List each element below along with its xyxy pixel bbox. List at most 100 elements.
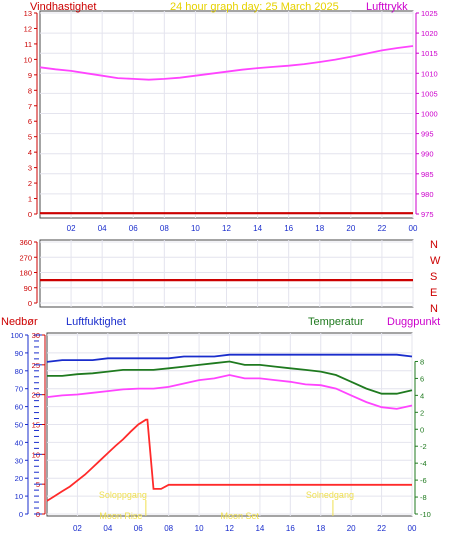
precipitation-line <box>46 418 412 502</box>
sunset-annotation: Solnedgang <box>306 490 354 500</box>
humidity-tick-label: 30 <box>15 456 23 465</box>
humidity-tick-label: 90 <box>15 349 23 358</box>
wind-speed-tick-label: 8 <box>28 86 32 95</box>
panel-1-x-tick-label: 16 <box>284 224 293 233</box>
panel-1-x-tick-label: 04 <box>98 224 107 233</box>
pressure-tick-label: 1025 <box>421 9 438 18</box>
pressure-tick-label: 1020 <box>421 29 438 38</box>
compass-label: E <box>430 287 437 299</box>
panel-3-x-tick-label: 22 <box>377 524 386 533</box>
humidity-tick-label: 80 <box>15 367 23 376</box>
direction-tick-label: 270 <box>19 253 32 262</box>
panel-3-x-tick-label: 08 <box>164 524 173 533</box>
pressure-tick-label: 975 <box>421 210 434 219</box>
compass-label: N <box>430 239 438 251</box>
direction-degrees-axis: 0 90 180 270 360 <box>19 238 38 308</box>
panel-3-x-tick-label: 06 <box>134 524 143 533</box>
humidity-tick-label: 0 <box>19 510 23 519</box>
wind-speed-tick-label: 3 <box>28 164 32 173</box>
moonrise-annotation: Moon Rise <box>99 511 142 521</box>
humidity-tick-label: 100 <box>10 331 23 340</box>
panel-3-series <box>46 353 413 502</box>
wind-speed-tick-label: 10 <box>24 55 32 64</box>
temperature-line <box>47 360 413 395</box>
humidity-tick-label: 20 <box>15 474 23 483</box>
precip-humidity-temp-panel: Soloppgang Moon Rise Moon Set Solnedgang… <box>1 316 440 533</box>
panel-1-x-tick-label: 22 <box>377 224 386 233</box>
precipitation-label: Nedbør <box>1 316 38 328</box>
panel-2-grid <box>40 240 414 307</box>
compass-label: S <box>430 271 437 283</box>
temperature-tick-label: 0 <box>420 425 424 434</box>
temperature-tick-label: 8 <box>420 357 424 366</box>
precipitation-axis: 051015202530 <box>32 331 46 519</box>
panel-1-x-tick-label: 00 <box>409 224 418 233</box>
direction-tick-label: 360 <box>19 238 32 247</box>
wind-speed-tick-label: 5 <box>28 133 32 142</box>
pressure-tick-label: 1010 <box>421 69 438 78</box>
wind-speed-label: Vindhastighet <box>30 1 96 13</box>
panel-3-x-tick-label: 00 <box>408 524 417 533</box>
pressure-tick-label: 1015 <box>421 49 438 58</box>
pressure-tick-label: 980 <box>421 190 434 199</box>
dewpoint-line <box>46 374 413 410</box>
panel-1-grid <box>40 11 414 218</box>
panel-1-x-tick-label: 12 <box>222 224 231 233</box>
panel-3-x-tick-label: 16 <box>286 524 295 533</box>
humidity-tick-label: 70 <box>15 385 23 394</box>
pressure-tick-label: 1005 <box>421 89 438 98</box>
panel-3-x-tick-label: 12 <box>225 524 234 533</box>
panel-3-x-tick-label: 10 <box>195 524 204 533</box>
humidity-tick-label: 10 <box>15 492 23 501</box>
direction-tick-label: 180 <box>19 269 32 278</box>
panel-1-x-tick-label: 08 <box>160 224 169 233</box>
pressure-line <box>39 45 414 81</box>
pressure-tick-label: 990 <box>421 150 434 159</box>
panel-3-x-tick-label: 14 <box>255 524 264 533</box>
temperature-tick-label: -4 <box>420 459 427 468</box>
wind-speed-tick-label: 1 <box>28 195 32 204</box>
humidity-label: Luftfuktighet <box>66 316 126 328</box>
chart-title: 24 hour graph day: 25 March 2025 <box>170 1 339 13</box>
panel-1-x-ticks: 02 04 06 08 10 12 14 16 18 20 22 00 <box>67 224 418 233</box>
compass-label: N <box>430 303 438 315</box>
temperature-tick-label: 6 <box>420 374 424 383</box>
sunrise-annotation: Soloppgang <box>99 490 147 500</box>
humidity-tick-label: 60 <box>15 403 23 412</box>
wind-speed-tick-label: 4 <box>28 148 32 157</box>
wind-speed-tick-label: 12 <box>24 24 32 33</box>
compass-label: W <box>430 255 441 267</box>
moonset-annotation: Moon Set <box>221 511 260 521</box>
humidity-axis: 0 10 20 30 40 50 60 70 80 90 100 <box>10 331 29 519</box>
temperature-tick-label: -6 <box>420 476 427 485</box>
sun-moon-annotations: Soloppgang Moon Rise Moon Set Solnedgang <box>99 490 354 521</box>
humidity-tick-label: 50 <box>15 421 23 430</box>
panel-3-x-ticks: 02 04 06 08 10 12 14 16 18 20 22 00 <box>73 524 417 533</box>
panel-1-x-tick-label: 18 <box>315 224 324 233</box>
humidity-line <box>46 353 413 363</box>
pressure-axis: 975 980 985 990 995 1000 1005 1010 1015 1020 1025 <box>415 9 438 219</box>
panel-3-x-tick-label: 18 <box>316 524 325 533</box>
temperature-tick-label: 2 <box>420 408 424 417</box>
pressure-label: Lufttrykk <box>366 1 408 13</box>
wind-speed-tick-label: 0 <box>28 210 32 219</box>
panel-1-x-tick-label: 14 <box>253 224 262 233</box>
temperature-label: Temperatur <box>308 316 364 328</box>
temperature-axis: -10 -8 -6 -4 -2 0 2 4 6 8 <box>414 357 431 519</box>
temperature-tick-label: -8 <box>420 493 427 502</box>
pressure-tick-label: 995 <box>421 130 434 139</box>
pressure-tick-label: 1000 <box>421 110 438 119</box>
panel-1-x-tick-label: 06 <box>129 224 138 233</box>
temperature-tick-label: -10 <box>420 510 431 519</box>
direction-tick-label: 90 <box>24 284 32 293</box>
panel-3-x-tick-label: 02 <box>73 524 82 533</box>
panel-1-x-tick-label: 02 <box>67 224 76 233</box>
temperature-tick-label: 4 <box>420 391 424 400</box>
panel-1-x-tick-label: 10 <box>191 224 200 233</box>
wind-speed-tick-label: 2 <box>28 179 32 188</box>
